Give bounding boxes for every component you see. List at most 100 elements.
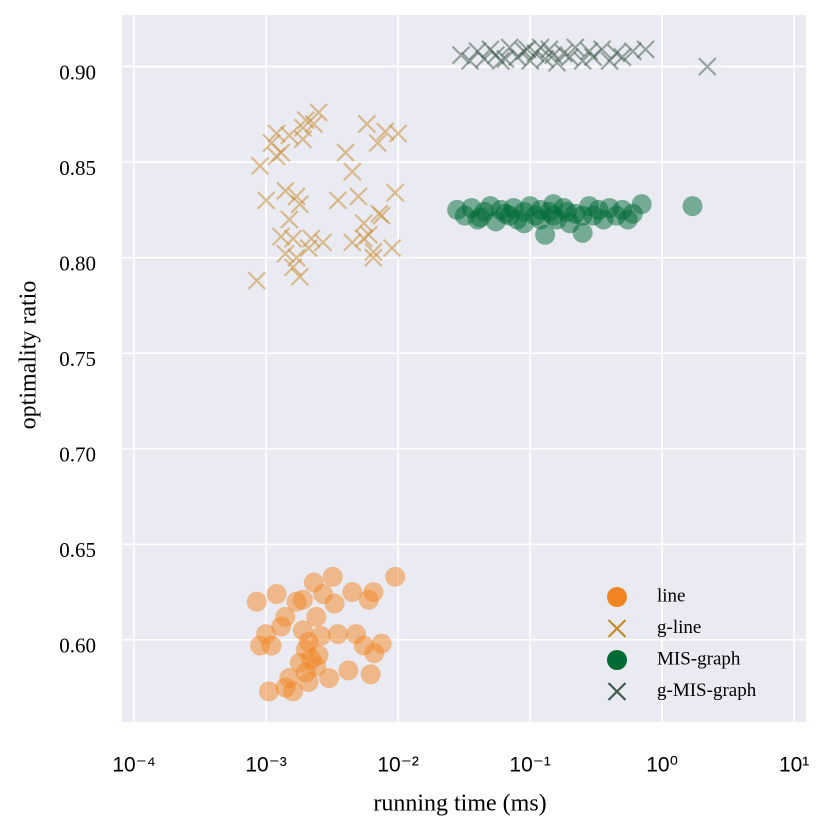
point <box>556 201 577 222</box>
x-tick-label: 10⁻⁴ <box>112 754 155 777</box>
point <box>572 222 593 243</box>
point <box>250 156 270 176</box>
x-tick-label: 10⁻² <box>377 754 418 777</box>
point <box>287 248 306 267</box>
point <box>388 124 408 143</box>
point <box>698 57 717 76</box>
point <box>475 49 494 69</box>
point <box>276 244 295 264</box>
point <box>566 38 585 57</box>
x-axis-label: running time (ms) <box>373 791 546 817</box>
point <box>544 45 563 65</box>
point <box>319 668 340 689</box>
point <box>368 133 387 153</box>
point <box>306 606 327 627</box>
point <box>496 49 515 69</box>
point <box>343 233 362 252</box>
point <box>363 582 384 603</box>
point <box>540 40 559 59</box>
point <box>336 143 355 162</box>
y-tick-label: 0.65 <box>59 538 96 562</box>
point <box>371 633 392 654</box>
point <box>491 51 511 71</box>
point <box>287 187 306 206</box>
y-axis-label: optimality ratio <box>16 281 42 430</box>
point <box>592 40 612 59</box>
point <box>354 229 374 248</box>
point <box>364 242 383 262</box>
point <box>280 126 299 145</box>
point <box>271 227 291 246</box>
point <box>327 624 348 645</box>
point <box>275 677 296 698</box>
point <box>302 229 321 248</box>
plot-area <box>122 15 806 722</box>
point <box>385 183 405 202</box>
legend-label: MIS-graph <box>657 648 741 669</box>
point <box>357 114 377 134</box>
point <box>290 267 310 287</box>
point <box>322 566 343 587</box>
point <box>324 593 345 614</box>
point <box>258 681 279 702</box>
point <box>308 645 329 666</box>
x-tick-label: 10¹ <box>779 754 809 777</box>
point <box>313 233 333 252</box>
point <box>283 257 303 277</box>
point <box>280 210 299 229</box>
point <box>514 213 535 234</box>
x-tick-label: 10⁻³ <box>245 754 286 777</box>
point <box>292 589 313 610</box>
point <box>343 162 362 181</box>
point <box>256 191 276 210</box>
point <box>364 248 383 267</box>
point <box>309 103 328 122</box>
point <box>495 203 516 224</box>
point <box>560 47 580 67</box>
point <box>520 51 540 71</box>
y-tick-label: 0.90 <box>59 60 96 84</box>
legend-marker <box>607 587 627 607</box>
legend-marker <box>607 619 627 638</box>
legend-label: g-line <box>657 617 701 638</box>
point <box>246 591 267 612</box>
x-tick-label: 10⁻¹ <box>509 754 550 777</box>
point <box>385 566 406 587</box>
point <box>573 51 592 71</box>
point <box>247 271 267 290</box>
point <box>572 205 593 226</box>
point <box>682 196 703 217</box>
y-tick-label: 0.75 <box>59 347 96 371</box>
point <box>500 38 519 57</box>
point <box>349 187 368 206</box>
legend-marker <box>607 682 627 701</box>
point <box>517 40 537 59</box>
y-tick-label: 0.60 <box>59 634 96 658</box>
point <box>266 583 287 604</box>
legend-label: g-MIS-graph <box>657 680 757 701</box>
point <box>310 626 331 647</box>
point <box>293 129 313 149</box>
legend-marker <box>607 650 627 670</box>
point <box>304 114 324 134</box>
point <box>275 606 296 627</box>
y-tick-label: 0.70 <box>59 443 96 467</box>
point <box>369 204 389 224</box>
point <box>613 47 632 67</box>
point <box>382 238 402 258</box>
point <box>328 191 348 210</box>
x-tick-label: 10⁰ <box>646 754 678 777</box>
point <box>261 635 282 656</box>
point <box>298 671 319 692</box>
point <box>535 224 556 245</box>
y-tick-label: 0.80 <box>59 251 96 275</box>
point <box>338 660 359 681</box>
point <box>360 664 381 685</box>
point <box>631 194 652 215</box>
point <box>267 147 286 166</box>
legend-label: line <box>657 585 686 606</box>
point <box>636 40 655 59</box>
y-tick-label: 0.85 <box>59 156 96 180</box>
point <box>354 214 374 233</box>
